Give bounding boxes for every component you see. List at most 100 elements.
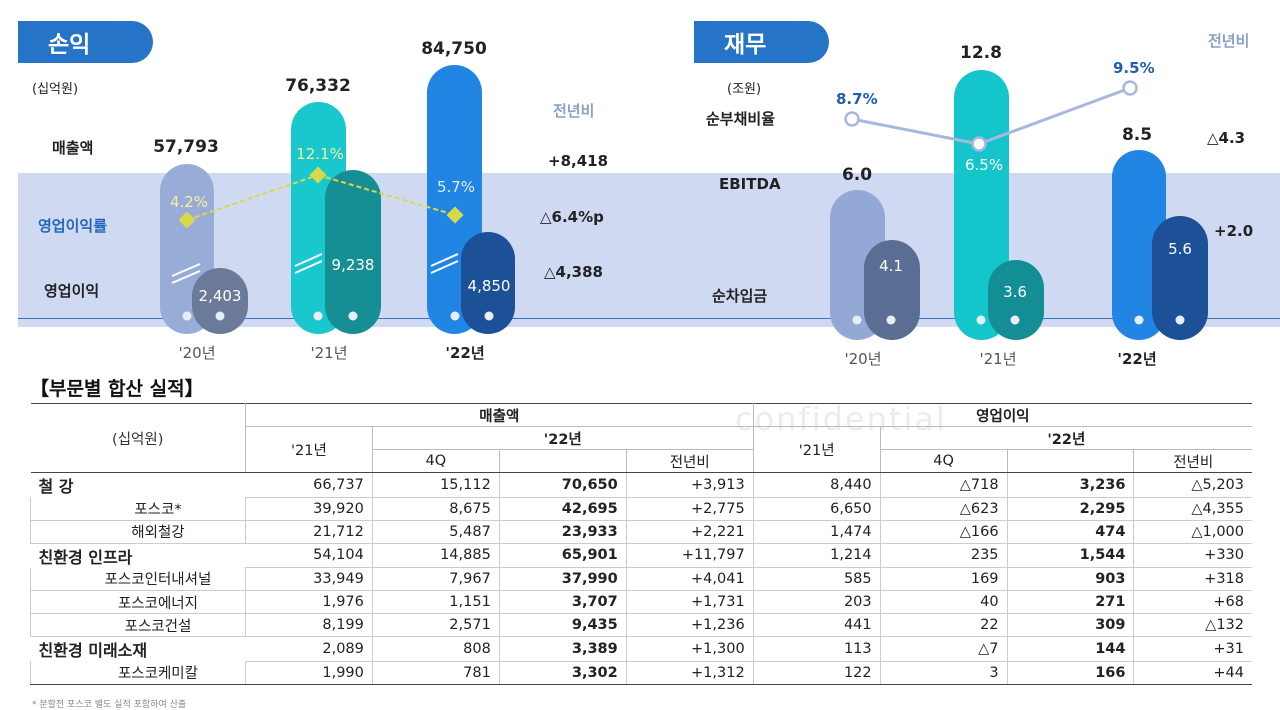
table-row: 해외철강 21,712 5,487 23,933 +2,221 1,474 △166 474 △… [30,520,1252,544]
fin-ebitda-2021: 12.8 [960,43,1002,63]
pl-margin-2022: 5.7% [436,178,476,196]
fin-year-2022: '22년 [1117,350,1157,368]
cell-op22: 3,236 [1007,472,1135,498]
cell-revyoy: +3,913 [626,472,754,498]
segment-name: 포스코케미칼 [30,661,246,685]
pl-margin-line-svg [171,166,464,284]
fin-ratio-line [851,117,980,146]
cell-rev22: 3,389 [499,636,627,662]
cell-op22: 1,544 [1007,543,1135,568]
pl-break-mark [294,253,323,267]
cell-rev21: 33,949 [245,567,373,591]
cell-rev4q: 15,112 [372,472,500,498]
cell-rev22: 37,990 [499,567,627,591]
fin-nb-2021: 3.6 [1003,283,1027,301]
fin-ebitda-2022: 8.5 [1121,125,1153,145]
cell-rev4q: 1,151 [372,590,500,614]
cell-revyoy: +1,236 [626,613,754,637]
pl-bar-dot [182,311,192,321]
cell-op4q: △7 [880,636,1008,662]
pl-margin-2020: 4.2% [169,193,209,211]
cell-opyoy: △4,355 [1133,497,1252,521]
table-row: 친환경 인프라 54,104 14,885 65,901 +11,797 1,214 235… [31,543,1252,568]
cell-rev4q: 5,487 [372,520,500,544]
fin-ratio-marker [971,136,987,152]
cell-rev22: 3,302 [499,661,627,685]
pl-margin-label: 영업이익률 [38,217,108,235]
segment-name: 해외철강 [30,520,246,544]
cell-op22: 271 [1007,590,1135,614]
pl-op-bar-2020 [192,268,248,334]
cell-rev22: 42,695 [499,497,627,521]
cell-rev21: 8,199 [245,613,373,637]
pl-bar-dot [348,311,358,321]
pl-yoy-label: 전년비 [553,102,595,120]
cell-rev4q: 781 [372,661,500,685]
pl-revenue-2020: 57,793 [153,137,219,157]
fin-nb-2020: 4.1 [879,257,903,275]
pl-revenue-2021: 76,332 [285,76,351,96]
pl-year-2021: '21년 [310,344,348,362]
table-row: 포스코인터내셔널 33,949 7,967 37,990 +4,041 585 169 903… [30,567,1252,591]
table-row: 포스코에너지 1,976 1,151 3,707 +1,731 203 40 271 +68 [30,590,1252,614]
pl-year-2020: '20년 [178,344,216,362]
cell-revyoy: +2,221 [626,520,754,544]
fin-yoy-ebitda: △4.3 [1207,129,1246,147]
col-rev-yoy: 전년비 [626,449,754,473]
pl-break-mark [430,260,459,274]
fin-year-2021: '21년 [979,350,1017,368]
fin-ratio-2020: 8.7% [836,90,878,108]
fin-nb-label: 순차입금 [712,287,768,305]
segment-name: 포스코건설 [30,613,246,637]
pl-year-2022: '22년 [445,344,485,362]
pl-margin-line [186,174,319,221]
cell-rev4q: 8,675 [372,497,500,521]
cell-op21: 441 [753,613,881,637]
fin-ratio-2021: 6.5% [965,156,1004,174]
col-op-22: '22년 [880,426,1252,450]
cell-op22: 309 [1007,613,1135,637]
cell-rev21: 54,104 [245,543,373,568]
pl-margin-marker [178,211,196,229]
table-title: 【부문별 합산 실적】 [30,378,204,400]
cell-op21: 1,474 [753,520,881,544]
cell-revyoy: +1,300 [626,636,754,662]
cell-op22: 474 [1007,520,1135,544]
fin-bar-dot [1010,315,1020,325]
fin-section-header: 재무 [694,21,829,63]
cell-rev22: 65,901 [499,543,627,568]
fin-bar-dot [1175,315,1185,325]
fin-bar-dot [886,315,896,325]
cell-op22: 903 [1007,567,1135,591]
fin-ratio-marker [844,111,860,127]
table-row: 친환경 미래소재 2,089 808 3,389 +1,300 113 △7 144 +31 [31,636,1252,662]
col-op-yoy: 전년비 [1133,449,1252,473]
cell-rev4q: 808 [372,636,500,662]
cell-rev22: 23,933 [499,520,627,544]
cell-op4q: 3 [880,661,1008,685]
fin-nb-2022: 5.6 [1168,240,1192,258]
fin-bar-dot [1134,315,1144,325]
segment-name: 친환경 인프라 [38,547,133,567]
fin-bar-dot [976,315,986,325]
fin-ebitda-2020: 6.0 [841,165,873,185]
op-group-header: 영업이익 [753,403,1252,427]
cell-opyoy: +31 [1133,636,1252,662]
table-header-row: 4Q 전년비 4Q 전년비 [31,449,1252,473]
pl-unit: (십억원) [32,82,79,97]
cell-opyoy: +68 [1133,590,1252,614]
pl-op-label: 영업이익 [44,282,100,300]
pl-yoy-margin: △6.4%p [540,208,604,226]
pl-op-2021: 9,238 [331,256,375,274]
cell-op21: 203 [753,590,881,614]
fin-bar-dot [852,315,862,325]
col-rev-4q: 4Q [372,449,500,473]
table-row: 포스코* 39,920 8,675 42,695 +2,775 6,650 △623 2,29… [30,497,1252,521]
cell-rev4q: 14,885 [372,543,500,568]
revenue-group-header: 매출액 [245,403,754,427]
cell-rev22: 70,650 [499,472,627,498]
pl-margin-marker [309,166,327,184]
cell-op4q: 40 [880,590,1008,614]
cell-op4q: △718 [880,472,1008,498]
table-row: 철 강 66,737 15,112 70,650 +3,913 8,440 △718 3,23… [31,472,1252,498]
